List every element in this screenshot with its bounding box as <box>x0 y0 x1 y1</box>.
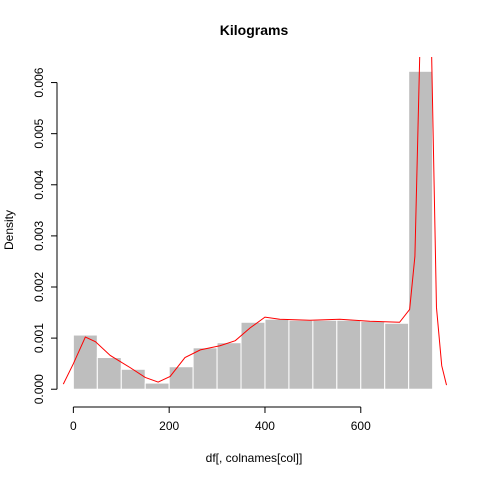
bar <box>336 319 362 390</box>
y-tick-label: 0.005 <box>32 118 46 148</box>
bar <box>408 70 434 390</box>
bar <box>72 334 98 390</box>
bar <box>264 318 290 390</box>
bar <box>120 368 146 390</box>
x-tick-label: 200 <box>159 419 179 433</box>
bar <box>312 319 338 390</box>
x-axis-label: df[, colnames[col]] <box>206 451 303 465</box>
y-tick-label: 0.000 <box>32 374 46 404</box>
y-tick-label: 0.006 <box>32 67 46 97</box>
bar <box>144 382 170 390</box>
bar <box>192 347 218 390</box>
y-axis-label: Density <box>2 210 16 250</box>
x-tick-label: 400 <box>255 419 275 433</box>
x-tick-label: 600 <box>351 419 371 433</box>
bar <box>384 322 410 390</box>
chart-title: Kilograms <box>220 22 289 38</box>
plot-area <box>62 57 447 390</box>
bar <box>360 320 386 390</box>
y-tick-label: 0.001 <box>32 323 46 353</box>
bar <box>288 319 314 390</box>
y-tick-label: 0.004 <box>32 169 46 199</box>
bar <box>168 366 194 390</box>
y-tick-label: 0.002 <box>32 272 46 302</box>
y-tick-label: 0.003 <box>32 221 46 251</box>
bar <box>96 357 122 390</box>
density-line <box>62 57 447 386</box>
bar <box>216 342 242 390</box>
x-tick-label: 0 <box>70 419 77 433</box>
